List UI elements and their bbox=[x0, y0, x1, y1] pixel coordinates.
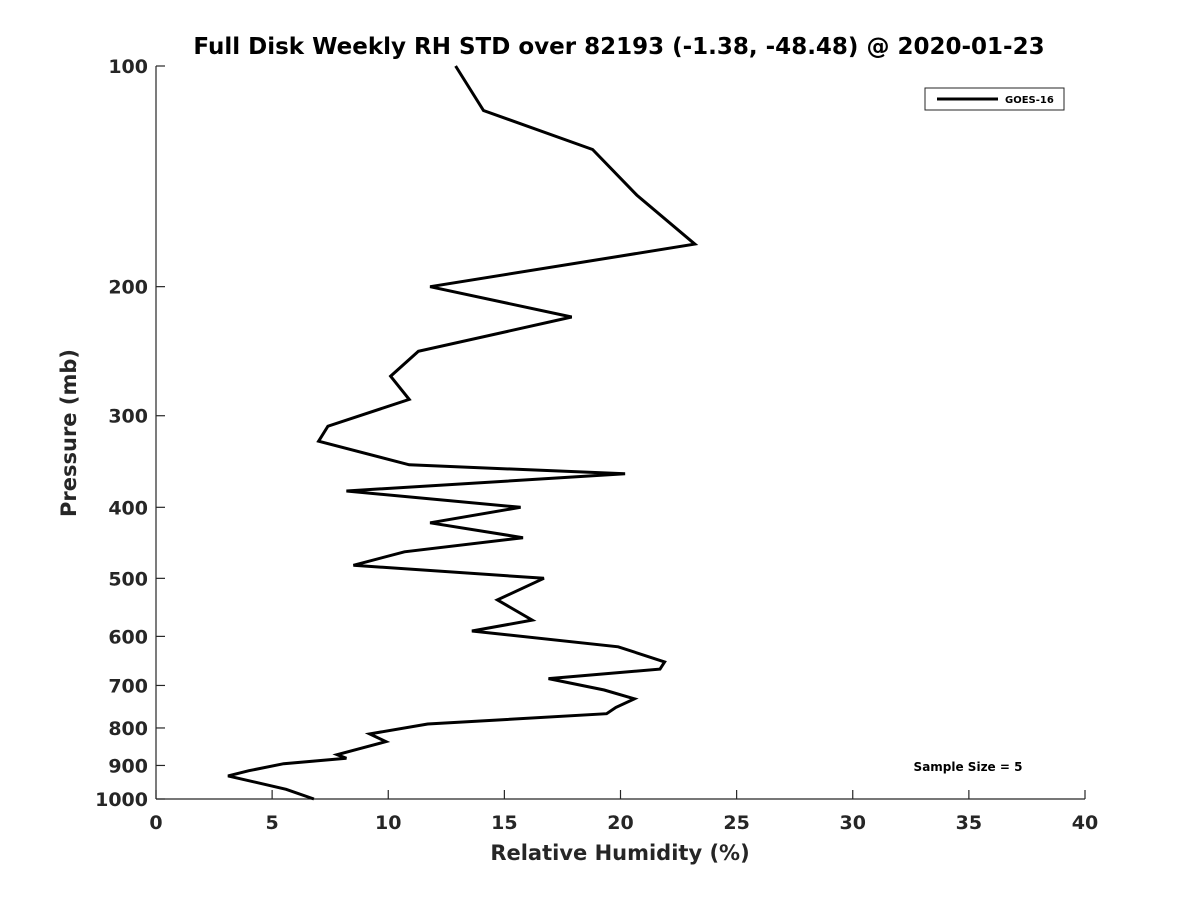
legend-label-goes-16: GOES-16 bbox=[1005, 95, 1054, 106]
y-tick-label: 100 bbox=[108, 56, 148, 78]
x-tick-label: 5 bbox=[266, 812, 279, 834]
series-layer bbox=[227, 65, 699, 801]
y-tick-label: 400 bbox=[108, 497, 148, 519]
y-axis-label: Pressure (mb) bbox=[57, 349, 81, 517]
x-tick-label: 10 bbox=[375, 812, 401, 834]
plot-area bbox=[155, 66, 1085, 800]
x-tick-label: 25 bbox=[723, 812, 749, 834]
x-tick-label: 30 bbox=[840, 812, 866, 834]
y-axis-ticks: 100 200 300 400 500 600 700 800 900 1000 bbox=[95, 56, 165, 811]
x-tick-label: 35 bbox=[956, 812, 982, 834]
y-tick-label: 700 bbox=[108, 675, 148, 697]
y-tick-label: 800 bbox=[108, 718, 148, 740]
x-axis-ticks: 0 5 10 15 20 25 30 35 40 bbox=[149, 790, 1098, 834]
chart-title: Full Disk Weekly RH STD over 82193 (-1.3… bbox=[193, 34, 1044, 60]
x-tick-label: 40 bbox=[1072, 812, 1098, 834]
y-tick-label: 500 bbox=[108, 568, 148, 590]
x-tick-label: 15 bbox=[491, 812, 517, 834]
y-tick-label: 300 bbox=[108, 406, 148, 428]
x-tick-label: 0 bbox=[149, 812, 162, 834]
x-tick-label: 20 bbox=[607, 812, 633, 834]
y-tick-label: 1000 bbox=[95, 789, 148, 811]
series-line-goes-16 bbox=[227, 65, 699, 801]
x-axis-label: Relative Humidity (%) bbox=[490, 841, 749, 865]
y-tick-label: 600 bbox=[108, 626, 148, 648]
legend: GOES-16 bbox=[924, 87, 1065, 111]
y-tick-label: 200 bbox=[108, 277, 148, 299]
sample-size-annotation: Sample Size = 5 bbox=[914, 760, 1023, 774]
y-tick-label: 900 bbox=[108, 755, 148, 777]
